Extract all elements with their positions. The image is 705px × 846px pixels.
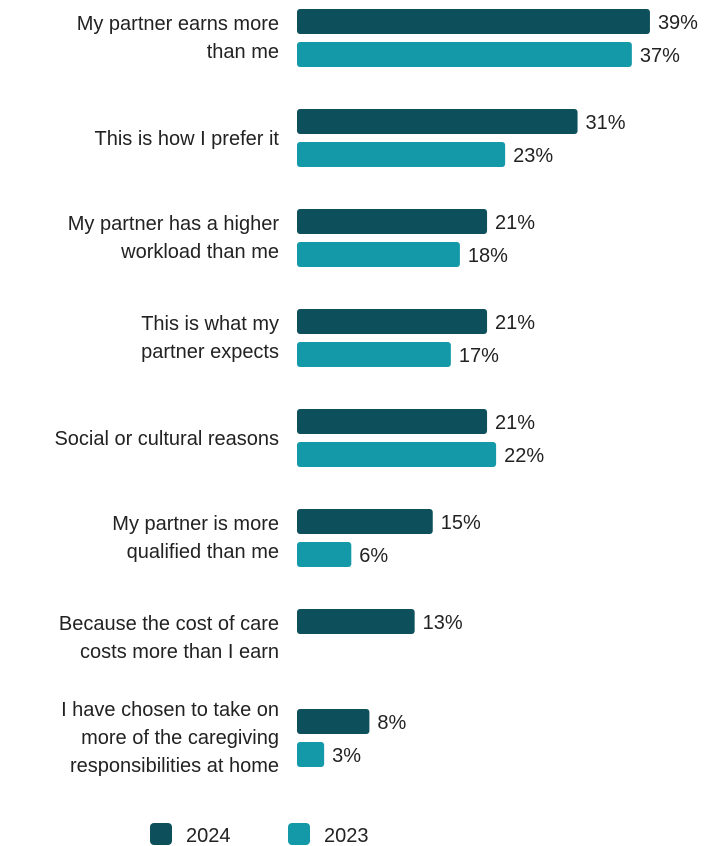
category-label: This is what my partner expects [141, 313, 279, 363]
category-label: I have chosen to take on more of the care… [61, 699, 279, 777]
value-labels: 39% 37% 31% 23% 21% 18% 21% 17% 21% 22% 15% 6% 13% 8%… [332, 12, 698, 767]
bar-2024 [297, 309, 488, 334]
category-label: This is how I prefer it [94, 128, 279, 150]
bar-2024 [297, 509, 433, 534]
bar-2024 [297, 209, 488, 234]
category-labels: My partner earns more than me This is how … [54, 13, 279, 777]
value-label-2024: 21% [495, 312, 535, 334]
bar-2023 [297, 442, 497, 467]
value-label-2024: 21% [495, 412, 535, 434]
value-label-2023: 23% [513, 145, 553, 167]
value-label-2023: 17% [459, 345, 499, 367]
bar-2024 [297, 9, 650, 34]
bar-2023 [297, 742, 325, 767]
value-label-2023: 18% [468, 245, 508, 267]
bar-2023 [297, 542, 352, 567]
bar-2023 [297, 42, 632, 67]
value-label-2023: 37% [640, 45, 680, 67]
value-label-2024: 21% [495, 212, 535, 234]
bar-2024 [297, 109, 578, 134]
category-label: Social or cultural reasons [54, 428, 279, 450]
legend-swatch-2023 [288, 823, 310, 845]
category-label: My partner is more qualified than me [112, 513, 279, 563]
bar-2023 [297, 142, 506, 167]
legend-label-2024: 2024 [186, 825, 231, 846]
bars [297, 9, 650, 767]
value-label-2024: 39% [658, 12, 698, 34]
category-label: Because the cost of care costs more than … [59, 613, 279, 663]
legend-swatch-2024 [150, 823, 172, 845]
bar-2024 [297, 709, 370, 734]
bar-2024 [297, 409, 488, 434]
value-label-2023: 6% [359, 545, 388, 567]
value-label-2024: 31% [586, 112, 626, 134]
bar-2024 [297, 609, 415, 634]
legend-label-2023: 2023 [324, 825, 369, 846]
category-label: My partner earns more than me [77, 13, 279, 63]
value-label-2023: 22% [504, 445, 544, 467]
value-label-2023: 3% [332, 745, 361, 767]
value-label-2024: 13% [423, 612, 463, 634]
bar-2023 [297, 342, 451, 367]
category-label: My partner has a higher workload than me [68, 213, 280, 263]
value-label-2024: 8% [377, 712, 406, 734]
value-label-2024: 15% [441, 512, 481, 534]
legend: 2024 2023 [150, 823, 369, 846]
bar-2023 [297, 242, 460, 267]
